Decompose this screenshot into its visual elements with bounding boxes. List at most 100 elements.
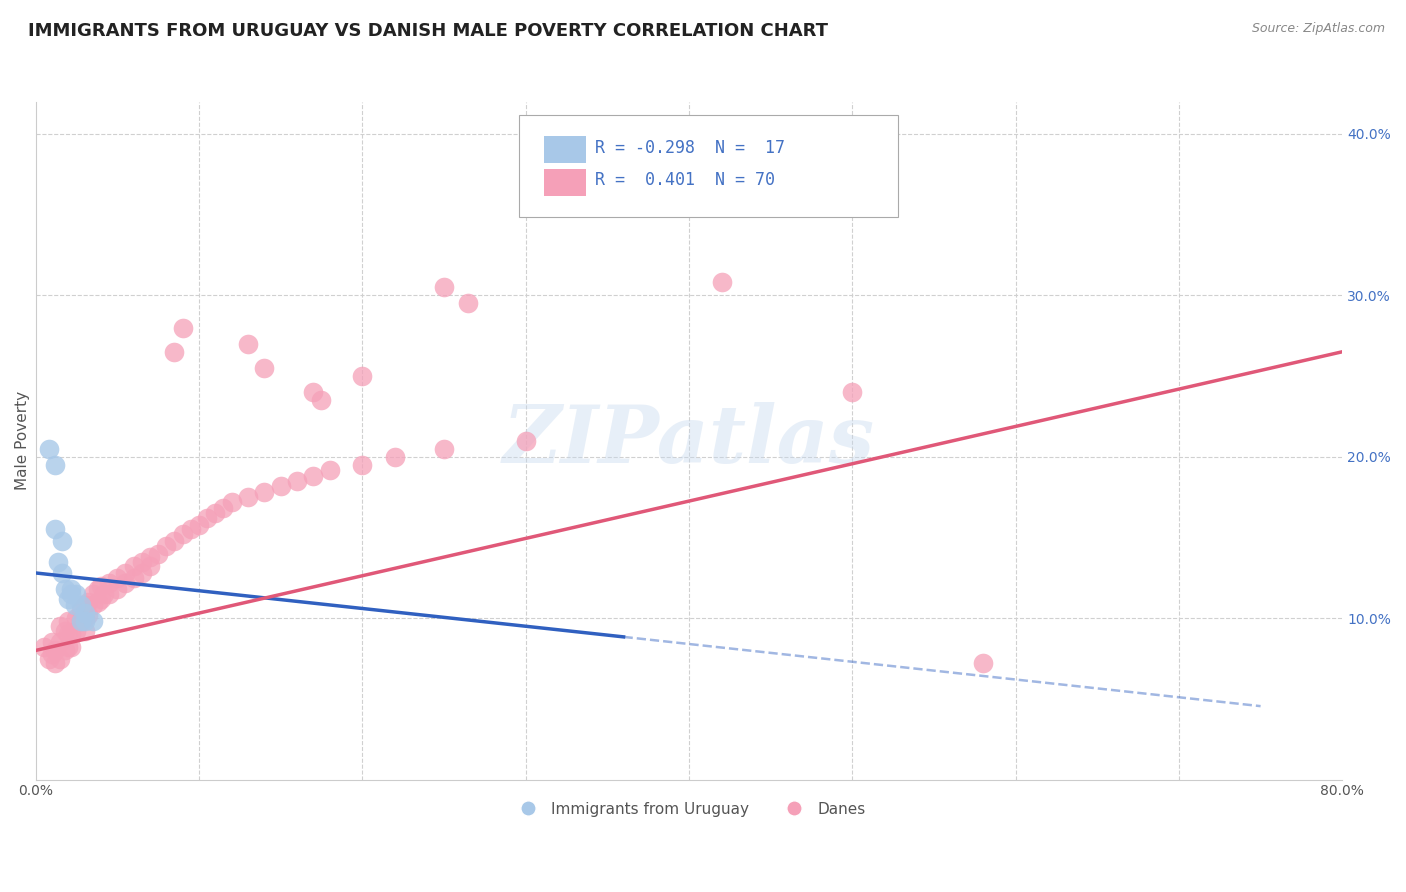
- Point: [73, 607, 96, 621]
- Text: R = -0.298  N =  17: R = -0.298 N = 17: [595, 138, 785, 157]
- Point: [51, 533, 73, 548]
- Point: [82, 587, 104, 601]
- Point: [163, 344, 186, 359]
- Point: [60, 640, 83, 655]
- Point: [58, 615, 80, 629]
- Point: [65, 587, 87, 601]
- Point: [204, 506, 226, 520]
- Point: [53, 582, 76, 596]
- Point: [53, 643, 76, 657]
- Point: [302, 469, 325, 483]
- Text: R =  0.401  N = 70: R = 0.401 N = 70: [595, 171, 775, 189]
- Point: [195, 511, 218, 525]
- Point: [86, 595, 108, 609]
- FancyBboxPatch shape: [544, 136, 586, 163]
- Point: [515, 434, 537, 448]
- Point: [49, 619, 72, 633]
- Point: [70, 615, 93, 629]
- Point: [60, 627, 83, 641]
- Point: [236, 490, 259, 504]
- Point: [65, 611, 87, 625]
- Point: [60, 587, 83, 601]
- Point: [352, 458, 374, 472]
- Point: [236, 336, 259, 351]
- Point: [44, 643, 66, 657]
- Point: [253, 360, 276, 375]
- Point: [73, 624, 96, 638]
- Point: [841, 385, 863, 400]
- Point: [76, 595, 98, 609]
- Point: [105, 582, 128, 596]
- Point: [98, 587, 121, 601]
- Point: [65, 624, 87, 638]
- Point: [82, 615, 104, 629]
- Point: [710, 276, 733, 290]
- Point: [41, 635, 63, 649]
- Point: [86, 582, 108, 596]
- Point: [90, 591, 112, 606]
- Point: [70, 615, 93, 629]
- Point: [433, 442, 456, 456]
- Point: [38, 442, 60, 456]
- Point: [73, 599, 96, 613]
- Point: [70, 599, 93, 613]
- Point: [212, 501, 235, 516]
- Point: [131, 555, 153, 569]
- Point: [457, 296, 479, 310]
- Point: [70, 603, 93, 617]
- Point: [155, 539, 177, 553]
- Point: [163, 533, 186, 548]
- Point: [972, 657, 994, 671]
- Point: [44, 458, 66, 472]
- Point: [44, 657, 66, 671]
- Point: [90, 579, 112, 593]
- Point: [76, 607, 98, 622]
- Point: [172, 527, 194, 541]
- Text: IMMIGRANTS FROM URUGUAY VS DANISH MALE POVERTY CORRELATION CHART: IMMIGRANTS FROM URUGUAY VS DANISH MALE P…: [28, 22, 828, 40]
- Point: [82, 599, 104, 613]
- Point: [73, 611, 96, 625]
- Point: [302, 385, 325, 400]
- Point: [51, 566, 73, 580]
- Text: Source: ZipAtlas.com: Source: ZipAtlas.com: [1251, 22, 1385, 36]
- Point: [221, 495, 243, 509]
- Point: [60, 582, 83, 596]
- Point: [73, 615, 96, 629]
- Legend: Immigrants from Uruguay, Danes: Immigrants from Uruguay, Danes: [506, 796, 872, 822]
- Point: [122, 559, 145, 574]
- Point: [58, 627, 80, 641]
- Point: [187, 517, 209, 532]
- Point: [433, 280, 456, 294]
- Point: [311, 393, 333, 408]
- FancyBboxPatch shape: [519, 115, 898, 217]
- Point: [93, 587, 115, 601]
- Point: [49, 635, 72, 649]
- Point: [384, 450, 406, 464]
- Point: [139, 549, 162, 564]
- Point: [63, 599, 86, 613]
- Point: [58, 591, 80, 606]
- Point: [58, 640, 80, 655]
- Point: [48, 555, 70, 569]
- Point: [49, 651, 72, 665]
- Point: [122, 571, 145, 585]
- Point: [139, 559, 162, 574]
- Point: [38, 651, 60, 665]
- Point: [270, 479, 292, 493]
- Point: [41, 647, 63, 661]
- Point: [98, 575, 121, 590]
- FancyBboxPatch shape: [544, 169, 586, 195]
- Point: [53, 624, 76, 638]
- Point: [253, 485, 276, 500]
- Point: [114, 566, 136, 580]
- Point: [285, 474, 308, 488]
- Point: [318, 462, 340, 476]
- Point: [131, 566, 153, 580]
- Point: [32, 640, 55, 655]
- Point: [146, 547, 169, 561]
- Point: [180, 522, 202, 536]
- Y-axis label: Male Poverty: Male Poverty: [15, 391, 30, 490]
- Point: [114, 575, 136, 590]
- Point: [105, 571, 128, 585]
- Text: ZIPatlas: ZIPatlas: [503, 401, 875, 479]
